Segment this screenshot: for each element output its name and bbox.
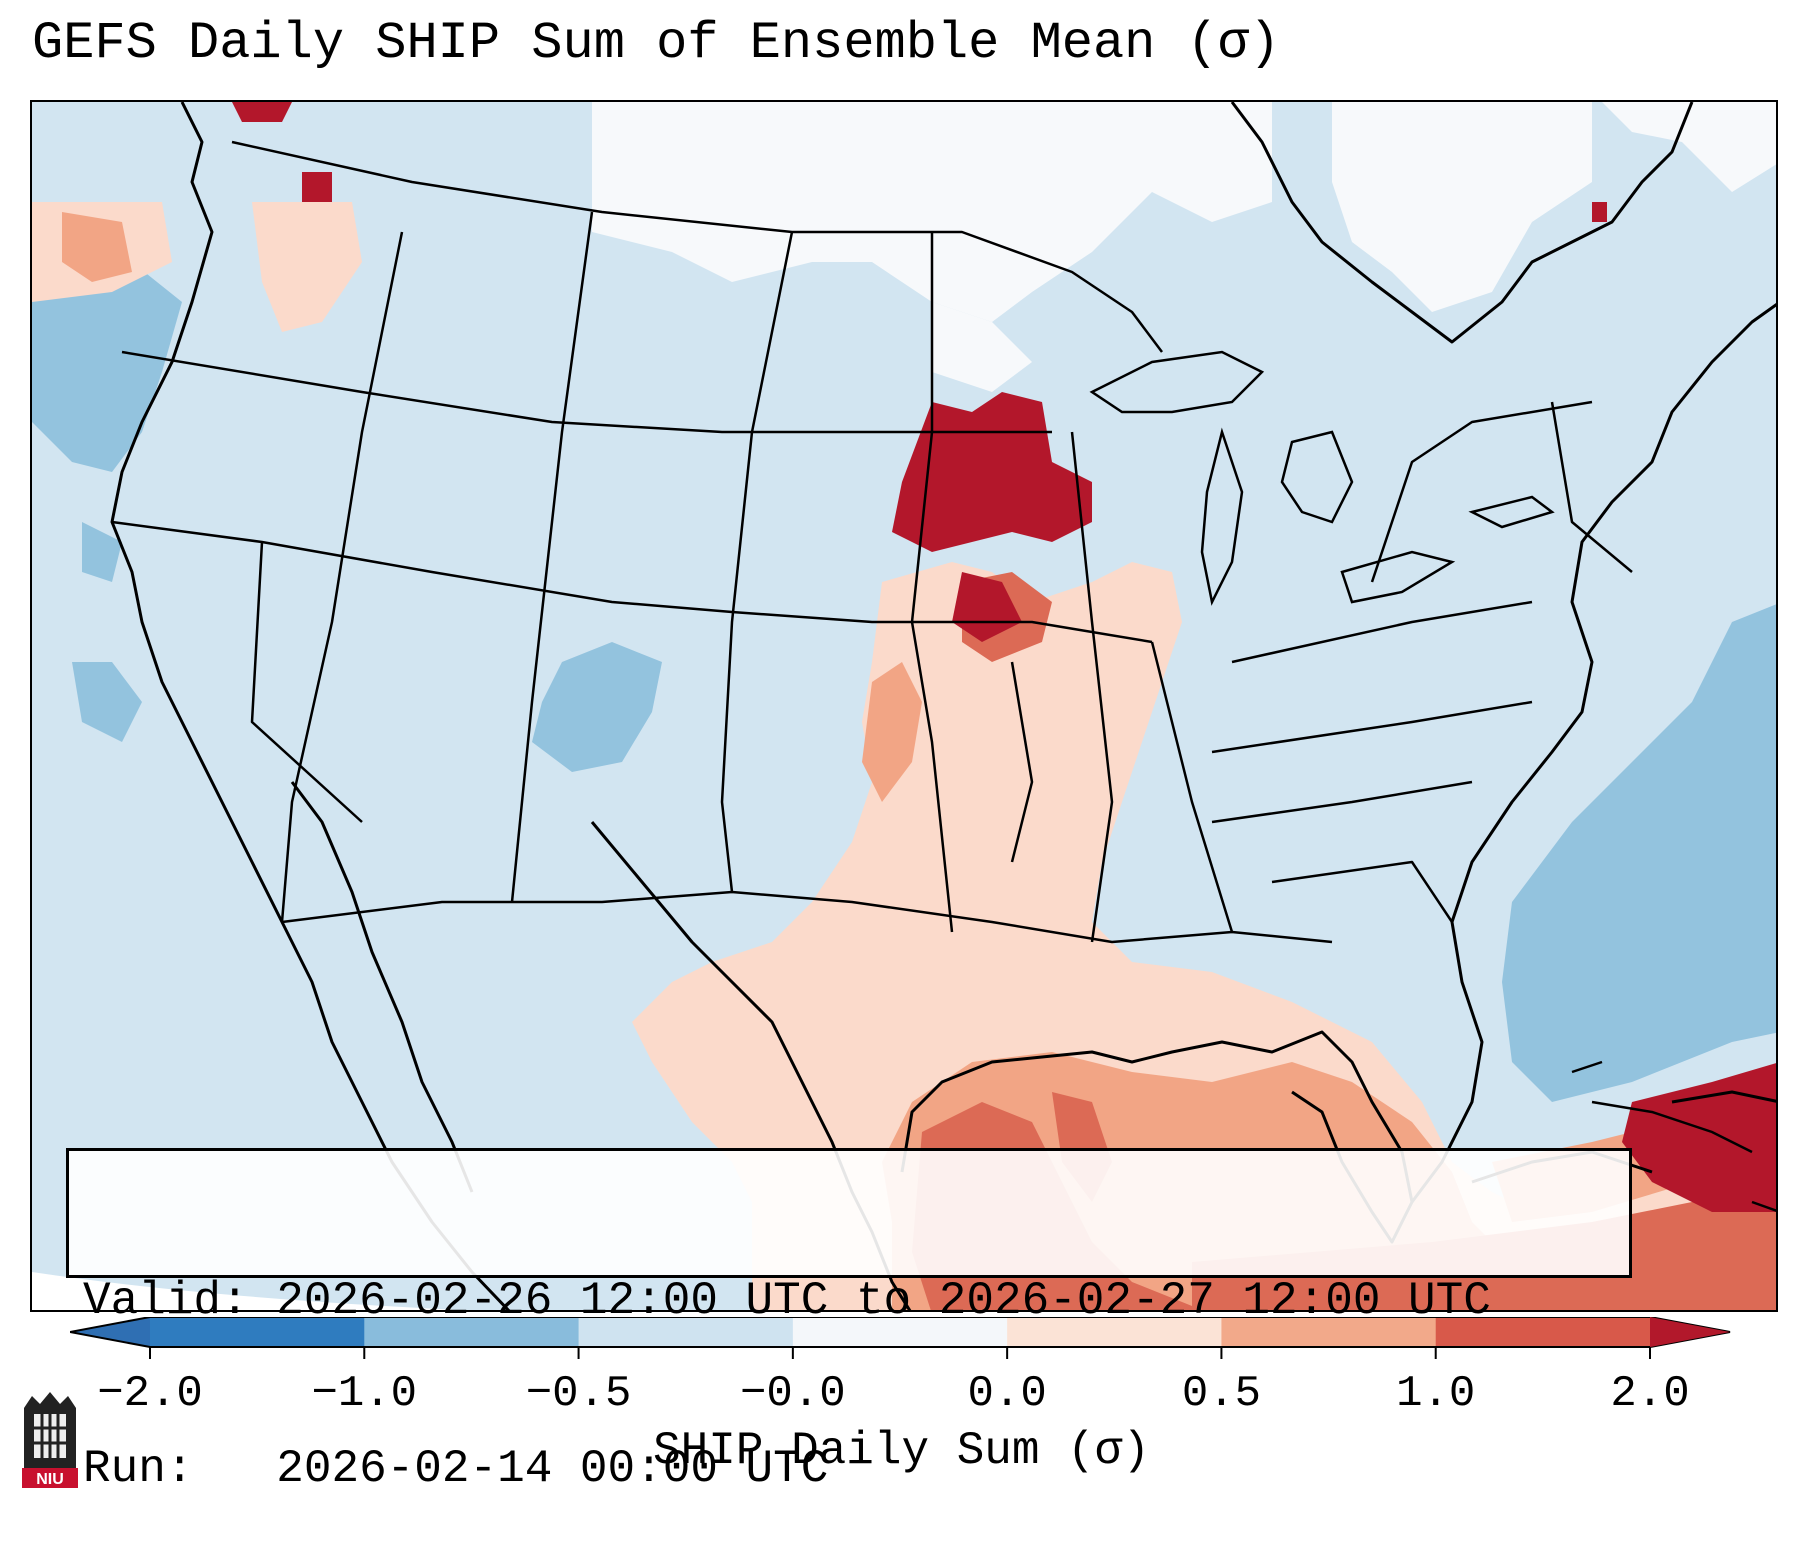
- great-lakes: [1089, 350, 1555, 606]
- negative-anomaly-areas: [32, 262, 1776, 1102]
- colorbar-tick-label: −2.0: [97, 1369, 203, 1419]
- colorbar-tick-label: −1.0: [311, 1369, 417, 1419]
- colorbar-ticks: −2.0 −1.0 −0.5 −0.0 0.0 0.5 1.0 2.0: [97, 1347, 1690, 1419]
- political-borders: [111, 140, 1633, 944]
- colorbar-bin: [578, 1317, 794, 1347]
- colorbar-tick-label: 0.0: [968, 1369, 1047, 1419]
- run-label: Run:: [83, 1443, 194, 1495]
- colorbar-bins: [70, 1317, 1731, 1348]
- projection-edge-sw: [32, 1272, 460, 1310]
- colorbar-over-arrow: [1650, 1317, 1730, 1347]
- colorbar-bin: [792, 1317, 1008, 1347]
- page-title: GEFS Daily SHIP Sum of Ensemble Mean (σ): [32, 14, 1281, 73]
- colorbar-bin: [150, 1317, 365, 1347]
- near-zero-area: [592, 102, 1776, 392]
- map-frame: [30, 100, 1778, 1312]
- info-box: Valid: 2026-02-26 12:00 UTC to 2026-02-2…: [66, 1148, 1632, 1495]
- niu-logo-text: NIU: [36, 1471, 64, 1488]
- colorbar-bin: [1007, 1317, 1222, 1347]
- colorbar-axis-label: SHIP Daily Sum (σ): [653, 1425, 1150, 1477]
- colorbar-tick-label: −0.5: [526, 1369, 632, 1419]
- colorbar-tick-label: 1.0: [1396, 1369, 1475, 1419]
- colorbar-tick-label: −0.0: [740, 1369, 846, 1419]
- colorbar-bin: [1221, 1317, 1437, 1347]
- colorbar-bin: [364, 1317, 580, 1347]
- run-value: 2026-02-14 00:00 UTC: [276, 1443, 829, 1495]
- colorbar-bin: [1435, 1317, 1651, 1347]
- colorbar-tick-label: 2.0: [1610, 1369, 1689, 1419]
- colorbar-under-arrow: [70, 1317, 150, 1347]
- caribbean-islands: [1571, 1060, 1776, 1212]
- run-line: Run: 2026-02-14 00:00 UTC: [83, 1441, 1615, 1497]
- colorbar-tick-label: 0.5: [1182, 1369, 1261, 1419]
- map-canvas: [32, 102, 1776, 1310]
- niu-logo: NIU: [22, 1392, 78, 1488]
- colorbar: −2.0 −1.0 −0.5 −0.0 0.0 0.5 1.0 2.0: [70, 1317, 1731, 1419]
